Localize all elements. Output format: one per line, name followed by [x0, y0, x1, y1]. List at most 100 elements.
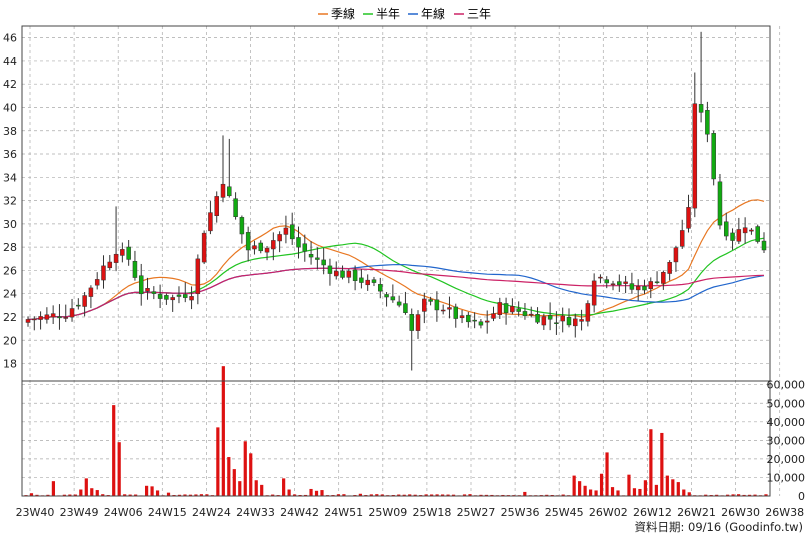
- price-tick-label: 30: [3, 218, 17, 231]
- candle-up: [333, 270, 339, 277]
- candle-up: [742, 227, 748, 234]
- price-tick-label: 36: [3, 148, 17, 161]
- candle-up: [610, 283, 616, 286]
- x-tick-label: 26W30: [721, 506, 760, 519]
- volume-bar: [271, 494, 275, 496]
- legend-item-three-year: 三年: [454, 7, 491, 21]
- candle-up: [283, 227, 289, 235]
- x-tick-label: 25W27: [457, 506, 496, 519]
- volume-bar: [731, 494, 735, 496]
- volume-bar: [68, 494, 72, 496]
- candle-up: [573, 318, 578, 327]
- volume-tick-label: 50,000: [767, 397, 806, 410]
- volume-bar: [397, 494, 401, 496]
- price-axis: 18 20 22 24 26 28 30 32 34 36 38 40 42 44 46: [3, 32, 17, 371]
- price-tick-label: 20: [3, 334, 17, 347]
- x-tick-label: 24W06: [104, 506, 143, 519]
- volume-bar: [314, 490, 319, 496]
- volume-bar: [726, 494, 730, 496]
- candle-down: [472, 319, 477, 322]
- candle-up: [365, 279, 370, 286]
- candle-down: [403, 303, 408, 313]
- candle-down: [478, 321, 484, 326]
- volume-bar: [51, 481, 56, 496]
- candle-down: [258, 242, 264, 252]
- candle-down: [409, 314, 414, 331]
- x-tick-label: 25W36: [501, 506, 540, 519]
- price-tick-label: 26: [3, 264, 17, 277]
- candle-up: [38, 316, 43, 320]
- x-tick-label: 24W15: [148, 506, 187, 519]
- x-tick-label: 26W02: [589, 506, 628, 519]
- candle-down: [755, 226, 760, 242]
- grid: [22, 26, 781, 496]
- volume-bar: [254, 480, 258, 496]
- volume-bar: [479, 494, 483, 496]
- candle-down: [390, 296, 396, 301]
- candle-up: [346, 270, 352, 278]
- legend-item-quarter: 季線: [318, 6, 355, 21]
- volume-bar: [561, 494, 565, 496]
- volume-bar: [764, 494, 768, 496]
- candle-up: [541, 316, 547, 326]
- volume-bar: [430, 494, 434, 496]
- volume-bar: [616, 490, 620, 496]
- candle-down: [384, 294, 389, 298]
- volume-tick-label: 40,000: [767, 416, 806, 429]
- volume-bar: [753, 494, 757, 496]
- candle-up: [447, 307, 452, 310]
- candle-up: [579, 319, 584, 322]
- volume-bar: [484, 494, 489, 496]
- volume-bar: [320, 490, 324, 496]
- volume-tick-label: 20,000: [767, 453, 806, 466]
- candle-up: [560, 315, 565, 322]
- volume-tick-label: 0: [798, 490, 805, 503]
- volume-bar: [654, 484, 658, 496]
- legend-label-year: 年線: [421, 6, 445, 21]
- volume-tick-label: 60,000: [767, 379, 806, 392]
- volume-bar: [79, 489, 83, 496]
- candle-up: [189, 296, 194, 301]
- volume-bar: [545, 494, 549, 496]
- volume-bar: [660, 432, 664, 496]
- volume-tick-label: 30,000: [767, 434, 806, 447]
- x-tick-label: 24W51: [324, 506, 363, 519]
- candle-down: [132, 261, 138, 278]
- candle-up: [692, 103, 698, 209]
- volume-bar: [342, 494, 346, 496]
- price-tick-label: 38: [3, 125, 17, 138]
- x-tick-label: 26W38: [765, 506, 804, 519]
- volume-bar: [62, 494, 66, 496]
- volume-bar: [402, 494, 406, 496]
- x-tick-label: 24W33: [236, 506, 275, 519]
- candle-down: [227, 186, 232, 197]
- candle-up: [69, 308, 75, 318]
- candlesticks: [25, 31, 767, 371]
- volume-bar: [627, 474, 631, 496]
- candle-down: [730, 232, 735, 241]
- volume-bar: [155, 490, 160, 496]
- candle-down: [321, 259, 326, 266]
- x-tick-label: 25W45: [545, 506, 584, 519]
- volume-bar: [435, 494, 439, 496]
- candle-up: [510, 306, 515, 313]
- volume-bar: [375, 494, 379, 496]
- volume-bar: [117, 442, 121, 496]
- candle-up: [32, 318, 37, 321]
- candle-up: [25, 319, 31, 323]
- candle-up: [94, 279, 100, 286]
- price-tick-label: 40: [3, 101, 17, 114]
- candle-down: [289, 224, 295, 240]
- volume-bar: [287, 489, 291, 496]
- candle-down: [717, 181, 723, 226]
- candle-down: [340, 270, 345, 278]
- volume-bars: [24, 366, 768, 497]
- volume-bar: [260, 484, 264, 496]
- candle-down: [453, 306, 459, 319]
- volume-panel-border: [21, 380, 771, 497]
- legend-item-half-year: 半年: [363, 7, 400, 21]
- candle-down: [76, 304, 81, 307]
- candle-up: [88, 287, 94, 297]
- price-tick-label: 34: [3, 171, 17, 184]
